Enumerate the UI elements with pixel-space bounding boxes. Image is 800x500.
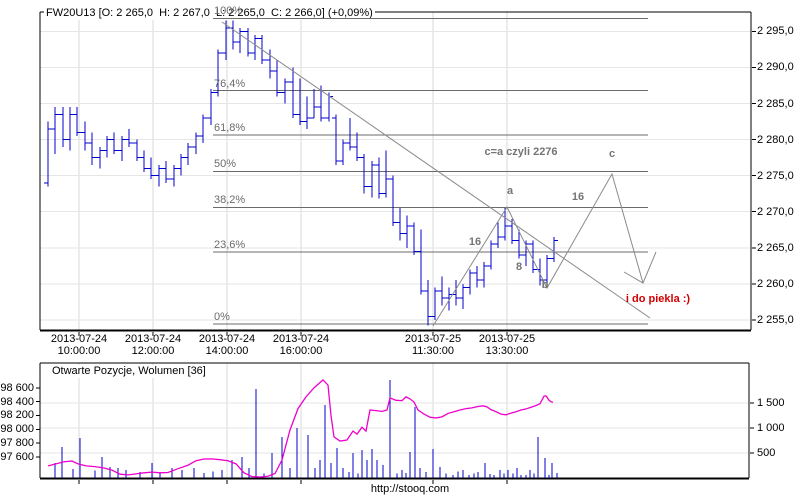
price-axis-label: 2 260,0 (757, 277, 794, 290)
price-axis-label: 2 275,0 (757, 169, 794, 182)
annotation-label: c (608, 148, 616, 160)
fib-label: 50% (214, 158, 237, 171)
fib-label: 23,6% (214, 239, 246, 252)
watermark: http://stooq.com (370, 483, 450, 495)
open-positions-axis-label: 98 200 (0, 409, 34, 422)
elliott-zigzag-line (432, 172, 644, 327)
price-axis-label: 2 290,0 (757, 61, 794, 74)
descending-trendline (221, 21, 651, 319)
time-axis-time: 11:30:00 (411, 345, 455, 357)
time-axis-time: 14:00:00 (205, 345, 249, 357)
open-positions-line (47, 379, 554, 478)
fib-label: 76,4% (214, 77, 246, 90)
price-axis-label: 2 295,0 (757, 25, 794, 38)
annotation-label: c=a czyli 2276 (484, 146, 558, 158)
fib-label: 100% (214, 5, 243, 18)
open-positions-axis-label: 98 000 (0, 423, 34, 436)
open-positions-axis-label: 98 400 (0, 395, 34, 408)
arrowhead-line (623, 251, 657, 284)
time-axis-time: 16:00:00 (279, 345, 323, 357)
volume-axis-label: 1 500 (757, 397, 785, 409)
time-axis-date: 2013-07-24 (272, 333, 330, 345)
time-axis-date: 2013-07-25 (404, 333, 462, 345)
open-positions-axis-label: 97 600 (0, 450, 34, 463)
annotation-label: i do piekla :) (625, 293, 691, 305)
price-axis-label: 2 280,0 (757, 133, 794, 146)
volume-axis-label: 1 000 (757, 422, 785, 434)
volume-axis-label: 500 (757, 447, 776, 459)
price-axis-label: 2 285,0 (757, 97, 794, 110)
fib-label: 38,2% (214, 194, 246, 207)
fib-100-line (213, 18, 648, 19)
time-axis-time: 13:30:00 (485, 345, 529, 357)
time-axis-time: 12:00:00 (131, 345, 175, 357)
open-positions-axis-label: 98 600 (0, 381, 34, 394)
annotation-label: 16 (571, 191, 585, 203)
price-axis-label: 2 255,0 (757, 313, 794, 326)
price-axis-label: 2 265,0 (757, 241, 794, 254)
chart-title: FW20U13 [O: 2 265,0 H: 2 267,0 L: 2 265,… (44, 7, 375, 20)
time-axis-date: 2013-07-25 (478, 333, 536, 345)
annotation-label: 16 (468, 236, 482, 248)
time-axis-date: 2013-07-24 (124, 333, 182, 345)
fib-label: 0% (214, 311, 230, 324)
annotation-label: b (541, 279, 549, 291)
open-positions-axis-label: 97 800 (0, 437, 34, 450)
annotation-label: 8 (515, 261, 523, 273)
annotation-label: a (506, 185, 514, 197)
time-axis-date: 2013-07-24 (198, 333, 256, 345)
time-axis-time: 10:00:00 (57, 345, 101, 357)
time-axis-date: 2013-07-24 (50, 333, 108, 345)
fib-label: 61,8% (214, 122, 246, 135)
bottom-panel-title: Otwarte Pozycje, Wolumen [36] (50, 365, 208, 378)
price-axis-label: 2 270,0 (757, 205, 794, 218)
